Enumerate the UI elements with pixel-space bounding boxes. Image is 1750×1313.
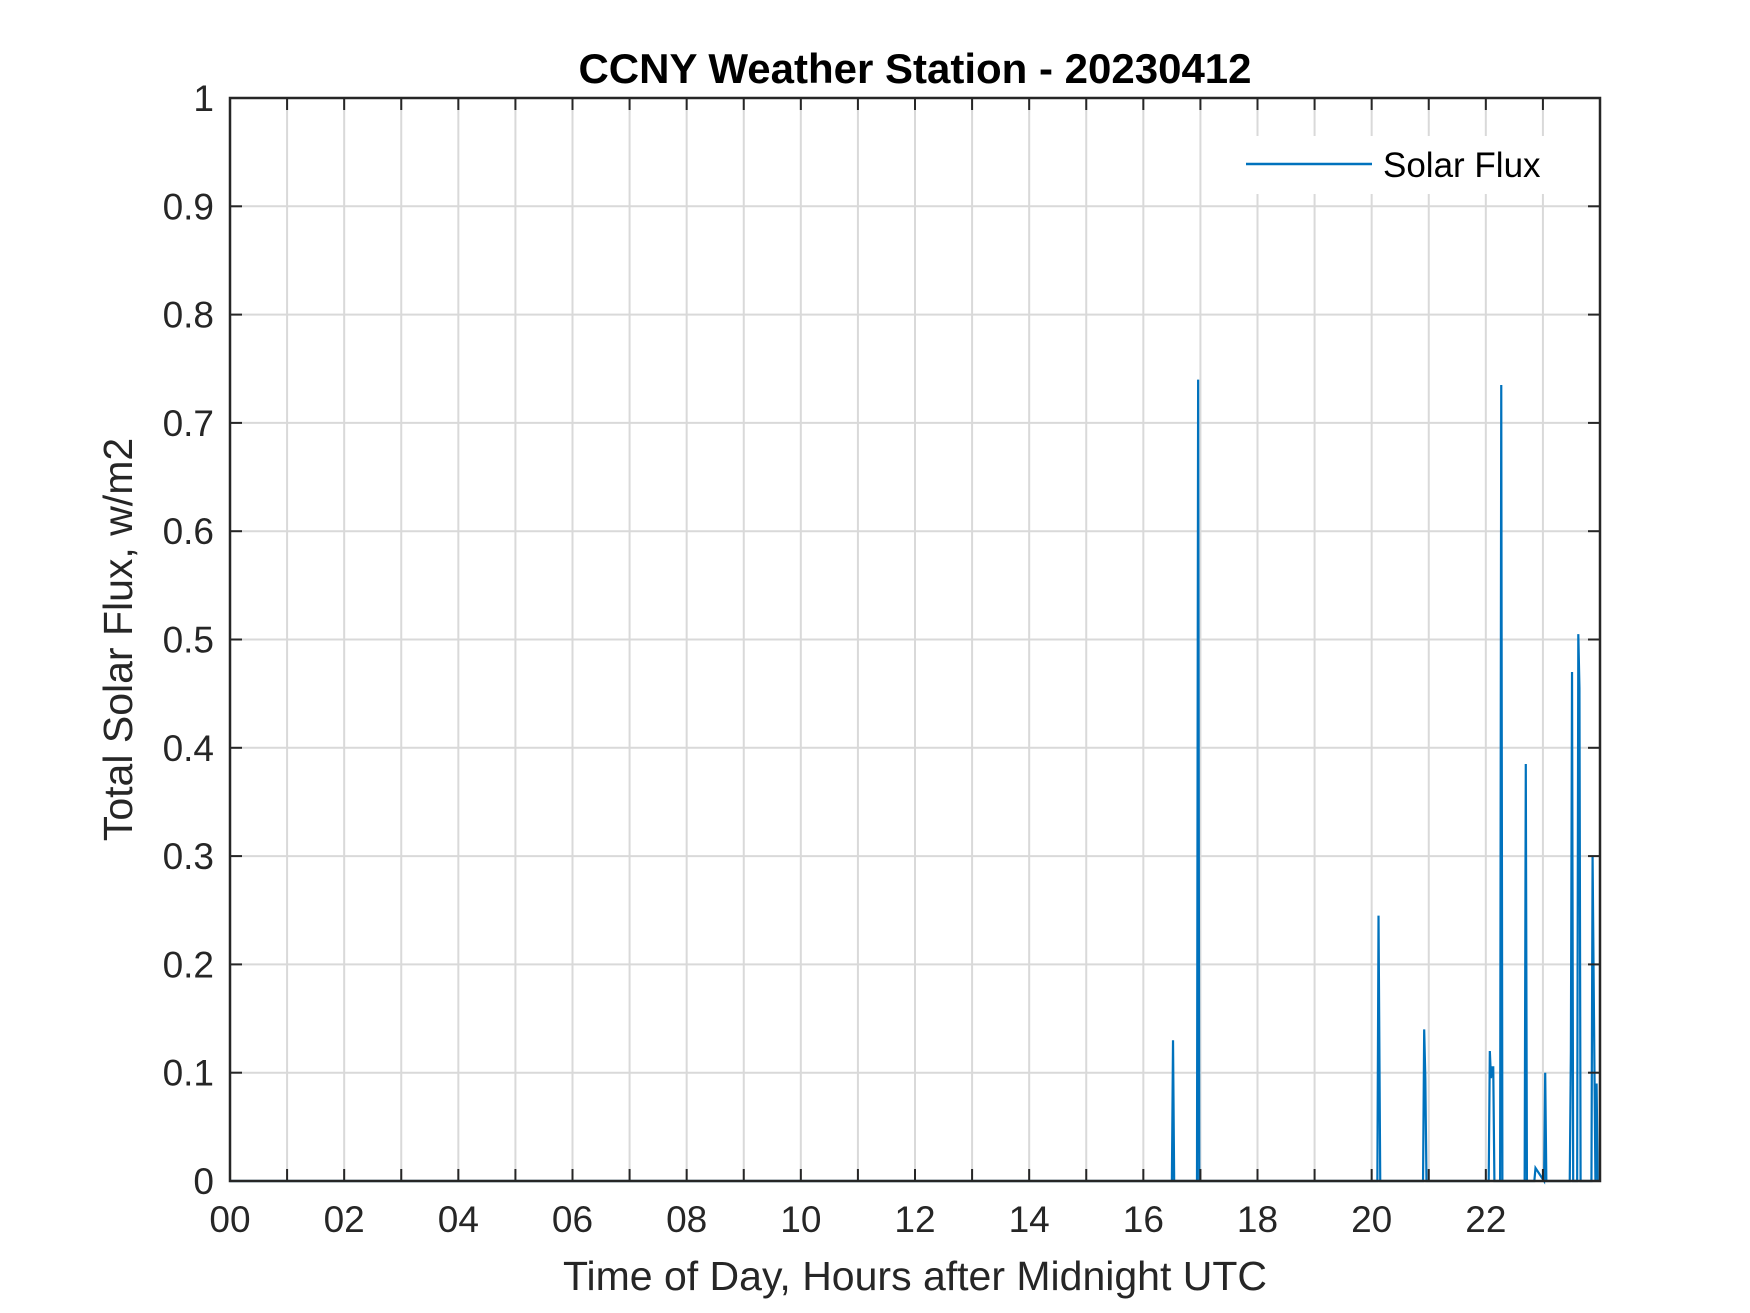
x-tick-label: 04 [438, 1199, 479, 1240]
x-tick-label: 20 [1351, 1199, 1392, 1240]
x-tick-label: 06 [552, 1199, 593, 1240]
y-tick-label: 1 [193, 78, 214, 119]
x-tick-label: 02 [324, 1199, 365, 1240]
chart-title: CCNY Weather Station - 20230412 [578, 45, 1251, 92]
x-axis-label: Time of Day, Hours after Midnight UTC [563, 1253, 1267, 1299]
x-tick-label: 12 [894, 1199, 935, 1240]
y-tick-label: 0 [193, 1161, 214, 1202]
x-tick-label: 16 [1123, 1199, 1164, 1240]
x-tick-label: 22 [1465, 1199, 1506, 1240]
y-tick-label: 0.7 [163, 403, 214, 444]
y-tick-label: 0.3 [163, 836, 214, 877]
ticks: 00 02 04 06 08 10 12 14 16 18 20 22 0 0.1 0.2 0.3 0.4 0.5… [163, 78, 1600, 1240]
y-axis-label: Total Solar Flux, w/m2 [95, 438, 141, 841]
y-tick-label: 0.9 [163, 186, 214, 227]
legend-label-solar-flux: Solar Flux [1383, 146, 1541, 185]
y-tick-label: 0.1 [163, 1053, 214, 1094]
x-tick-label: 18 [1237, 1199, 1278, 1240]
x-tick-label: 08 [666, 1199, 707, 1240]
grid [230, 98, 1600, 1181]
y-tick-label: 0.8 [163, 295, 214, 336]
x-tick-label: 10 [780, 1199, 821, 1240]
y-tick-label: 0.4 [163, 728, 214, 769]
y-tick-label: 0.6 [163, 511, 214, 552]
x-tick-label: 14 [1009, 1199, 1050, 1240]
y-tick-label: 0.2 [163, 944, 214, 985]
legend: Solar Flux [1236, 136, 1566, 194]
x-tick-label: 00 [209, 1199, 250, 1240]
y-tick-label: 0.5 [163, 620, 214, 661]
